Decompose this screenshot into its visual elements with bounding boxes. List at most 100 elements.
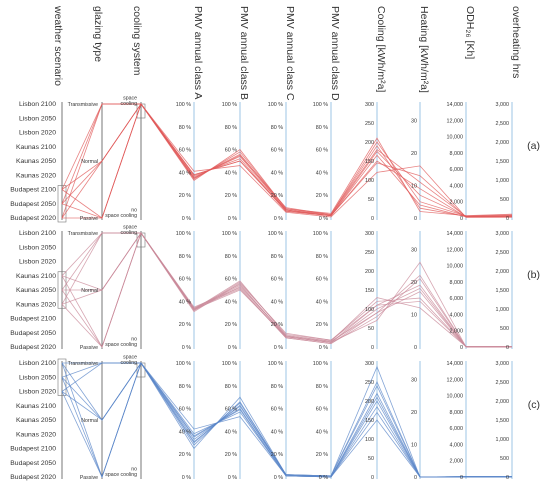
tick-label-pmvB: 0 % bbox=[228, 216, 237, 222]
tick-label-odh: 2,000 bbox=[450, 329, 464, 335]
cooling-tick-label: cooling bbox=[121, 230, 138, 236]
cooling-tick-label: no bbox=[131, 208, 137, 214]
tick-label-pmvD: 80 % bbox=[316, 254, 328, 260]
axis-header-heat: Heating [kWh/m²a] bbox=[418, 6, 430, 93]
tick-label-ovh: 1,000 bbox=[496, 178, 510, 184]
tick-label-pmvB: 60 % bbox=[225, 277, 237, 283]
weather-tick-label: Budapest 2050 bbox=[10, 330, 56, 337]
tick-label-odh: 0 bbox=[460, 345, 463, 351]
tick-label-pmvD: 80 % bbox=[316, 125, 328, 131]
tick-label-odh: 10,000 bbox=[447, 264, 464, 270]
tick-label-ovh: 0 bbox=[506, 475, 509, 481]
weather-tick-label: Lisbon 2020 bbox=[19, 259, 56, 266]
tick-label-cool: 150 bbox=[365, 159, 374, 165]
weather-tick-label: Budapest 2020 bbox=[10, 344, 56, 351]
tick-label-odh: 14,000 bbox=[447, 231, 464, 237]
tick-label-ovh: 1,500 bbox=[496, 288, 510, 294]
tick-label-cool: 100 bbox=[365, 307, 374, 313]
weather-tick-label: Budapest 2100 bbox=[10, 316, 56, 323]
tick-label-cool: 0 bbox=[371, 345, 374, 351]
weather-tick-label: Lisbon 2050 bbox=[19, 374, 56, 381]
glazing-tick-label: Transmissive bbox=[68, 102, 98, 108]
tick-label-odh: 2,000 bbox=[450, 459, 464, 465]
weather-selection-box bbox=[57, 358, 67, 396]
tick-label-cool: 200 bbox=[365, 399, 374, 405]
tick-label-cool: 200 bbox=[365, 269, 374, 275]
tick-label-odh: 14,000 bbox=[447, 361, 464, 367]
tick-label-pmvD: 0 % bbox=[319, 475, 328, 481]
weather-tick-label: Kaunas 2020 bbox=[16, 301, 56, 308]
tick-label-cool: 50 bbox=[368, 456, 374, 462]
tick-label-pmvB: 20 % bbox=[225, 193, 237, 199]
cooling-tick-label: space cooling bbox=[105, 342, 137, 348]
tick-label-cool: 50 bbox=[368, 197, 374, 203]
cooling-tick-label: space cooling bbox=[105, 472, 137, 478]
tick-label-odh: 6,000 bbox=[450, 296, 464, 302]
tick-label-heat: 20 bbox=[411, 280, 417, 286]
series-line bbox=[61, 362, 512, 478]
tick-label-cool: 250 bbox=[365, 121, 374, 127]
tick-label-cool: 100 bbox=[365, 178, 374, 184]
series-line bbox=[61, 232, 512, 348]
tick-label-ovh: 2,500 bbox=[496, 380, 510, 386]
axis-header-weather: weather scenario bbox=[52, 5, 64, 86]
weather-tick-label: Budapest 2050 bbox=[10, 201, 56, 208]
cooling-tick-label: no bbox=[131, 337, 137, 343]
tick-label-pmvD: 100 % bbox=[313, 231, 328, 237]
tick-label-pmvC: 80 % bbox=[271, 384, 283, 390]
tick-label-cool: 300 bbox=[365, 361, 374, 367]
tick-label-pmvC: 60 % bbox=[271, 407, 283, 413]
axis-header-pmvC: PMV annual class C bbox=[284, 6, 296, 101]
tick-label-heat: 30 bbox=[411, 118, 417, 124]
tick-label-heat: 30 bbox=[411, 247, 417, 253]
tick-label-pmvD: 80 % bbox=[316, 384, 328, 390]
tick-label-heat: 0 bbox=[414, 216, 417, 222]
tick-label-pmvC: 0 % bbox=[274, 216, 283, 222]
series-line bbox=[61, 232, 512, 348]
weather-tick-label: Lisbon 2050 bbox=[19, 115, 56, 122]
tick-label-pmvA: 20 % bbox=[179, 322, 191, 328]
tick-label-cool: 250 bbox=[365, 250, 374, 256]
tick-label-pmvA: 80 % bbox=[179, 254, 191, 260]
tick-label-pmvB: 100 % bbox=[222, 102, 237, 108]
tick-label-odh: 10,000 bbox=[447, 135, 464, 141]
cooling-tick-label: space bbox=[123, 355, 137, 361]
tick-label-pmvC: 20 % bbox=[271, 322, 283, 328]
tick-label-pmvA: 60 % bbox=[179, 277, 191, 283]
tick-label-pmvA: 100 % bbox=[176, 361, 191, 367]
weather-tick-label: Lisbon 2020 bbox=[19, 389, 56, 396]
series-line bbox=[61, 232, 512, 348]
tick-label-odh: 8,000 bbox=[450, 280, 464, 286]
tick-label-pmvD: 20 % bbox=[316, 193, 328, 199]
glazing-tick-label: Passive bbox=[80, 345, 98, 351]
tick-label-pmvB: 40 % bbox=[225, 429, 237, 435]
tick-label-cool: 50 bbox=[368, 326, 374, 332]
tick-label-heat: 20 bbox=[411, 410, 417, 416]
tick-label-pmvC: 0 % bbox=[274, 345, 283, 351]
tick-label-ovh: 500 bbox=[500, 326, 509, 332]
tick-label-cool: 250 bbox=[365, 380, 374, 386]
axis-header-ovh: overheating hrs bbox=[510, 6, 522, 78]
axis-header-pmvB: PMV annual class B bbox=[238, 6, 250, 100]
tick-label-pmvC: 20 % bbox=[271, 193, 283, 199]
tick-label-heat: 0 bbox=[414, 475, 417, 481]
weather-tick-label: Budapest 2050 bbox=[10, 460, 56, 467]
tick-label-ovh: 1,500 bbox=[496, 159, 510, 165]
tick-label-ovh: 0 bbox=[506, 216, 509, 222]
tick-label-odh: 12,000 bbox=[447, 247, 464, 253]
tick-label-odh: 4,000 bbox=[450, 442, 464, 448]
weather-tick-label: Kaunas 2100 bbox=[16, 403, 56, 410]
tick-label-pmvA: 0 % bbox=[182, 216, 191, 222]
tick-label-odh: 14,000 bbox=[447, 102, 464, 108]
series-line bbox=[61, 362, 512, 479]
glazing-tick-label: Passive bbox=[80, 216, 98, 222]
tick-label-pmvA: 40 % bbox=[179, 170, 191, 176]
tick-label-pmvB: 100 % bbox=[222, 361, 237, 367]
cooling-tick-label: cooling bbox=[121, 101, 138, 107]
tick-label-heat: 10 bbox=[411, 442, 417, 448]
axis-header-cool: Cooling [kWh/m²a] bbox=[375, 6, 387, 92]
axis-header-cooling: cooling system bbox=[131, 6, 143, 76]
tick-label-pmvA: 60 % bbox=[179, 407, 191, 413]
cooling-tick-label: space bbox=[123, 96, 137, 102]
